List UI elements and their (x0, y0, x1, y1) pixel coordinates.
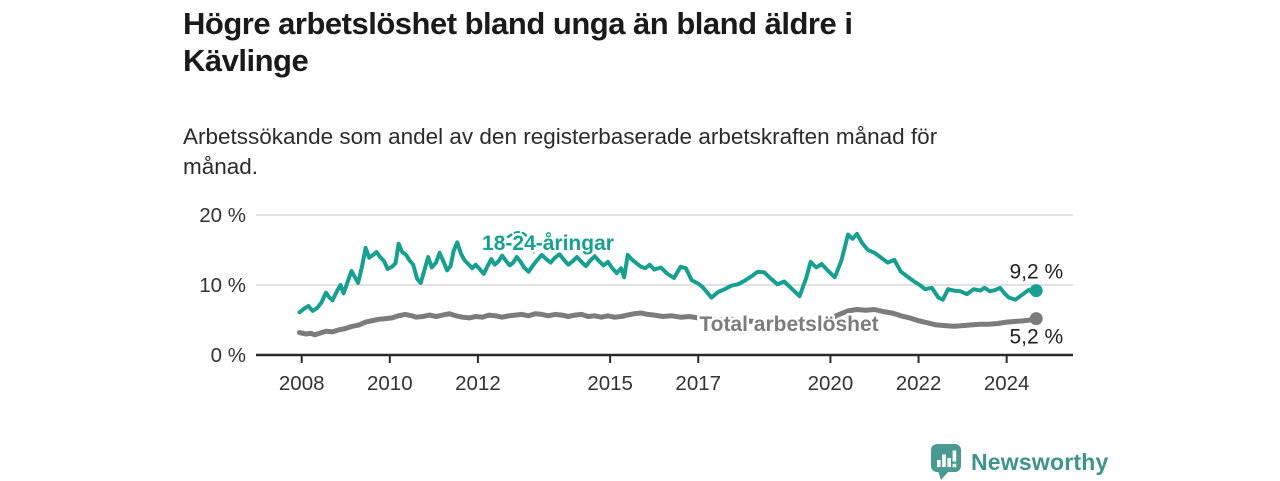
x-tick-label: 2008 (279, 372, 325, 395)
endpoint-dot (1029, 312, 1043, 326)
series-line-total (297, 307, 1039, 338)
chart-grid: 0 % 10 % 20 % 2008 2010 2012 2015 2017 2020 2022 2… (199, 204, 1073, 395)
x-tick-label: 2010 (367, 372, 413, 395)
x-tick-label: 2017 (675, 372, 721, 395)
chart-series (297, 231, 1039, 338)
x-tick-label: 2015 (587, 372, 633, 395)
endpoint-dot (1029, 284, 1043, 298)
y-tick-label: 20 % (199, 204, 246, 227)
y-tick-label: 0 % (211, 344, 246, 367)
chart-subtitle: Arbetssökande som andel av den registerb… (183, 122, 1083, 183)
series-label-total: Total arbetslöshet (699, 313, 878, 336)
x-tick-label: 2024 (984, 372, 1030, 395)
x-tick-label: 2012 (455, 372, 501, 395)
subtitle-line-2: månad. (183, 154, 259, 180)
label-arrow-head-icon (526, 244, 538, 254)
x-tick-label: 2022 (896, 372, 942, 395)
newsworthy-logo: Newsworthy (930, 443, 1108, 481)
series-label-young: 18-24-åringar (482, 232, 614, 255)
brand-name: Newsworthy (971, 448, 1109, 475)
chart-annotations: 18-24-åringar Total arbetslöshet 9,2 % 5,… (480, 230, 1066, 352)
title-line-1: Högre arbetslöshet bland unga än bland ä… (183, 6, 853, 41)
end-value-label: 9,2 % (1009, 261, 1063, 284)
title-line-2: Kävlinge (183, 42, 309, 78)
page-title: Högre arbetslöshet bland unga än bland ä… (183, 6, 1083, 79)
y-tick-label: 10 % (199, 274, 246, 297)
label-arrow-icon (506, 230, 534, 248)
x-tick-label: 2020 (808, 372, 854, 395)
subtitle-line-1: Arbetssökande som andel av den registerb… (183, 124, 938, 149)
end-value-label: 5,2 % (1009, 326, 1063, 349)
series-line-young (297, 231, 1039, 315)
newsworthy-bar-chart-bubble-icon (931, 444, 961, 480)
